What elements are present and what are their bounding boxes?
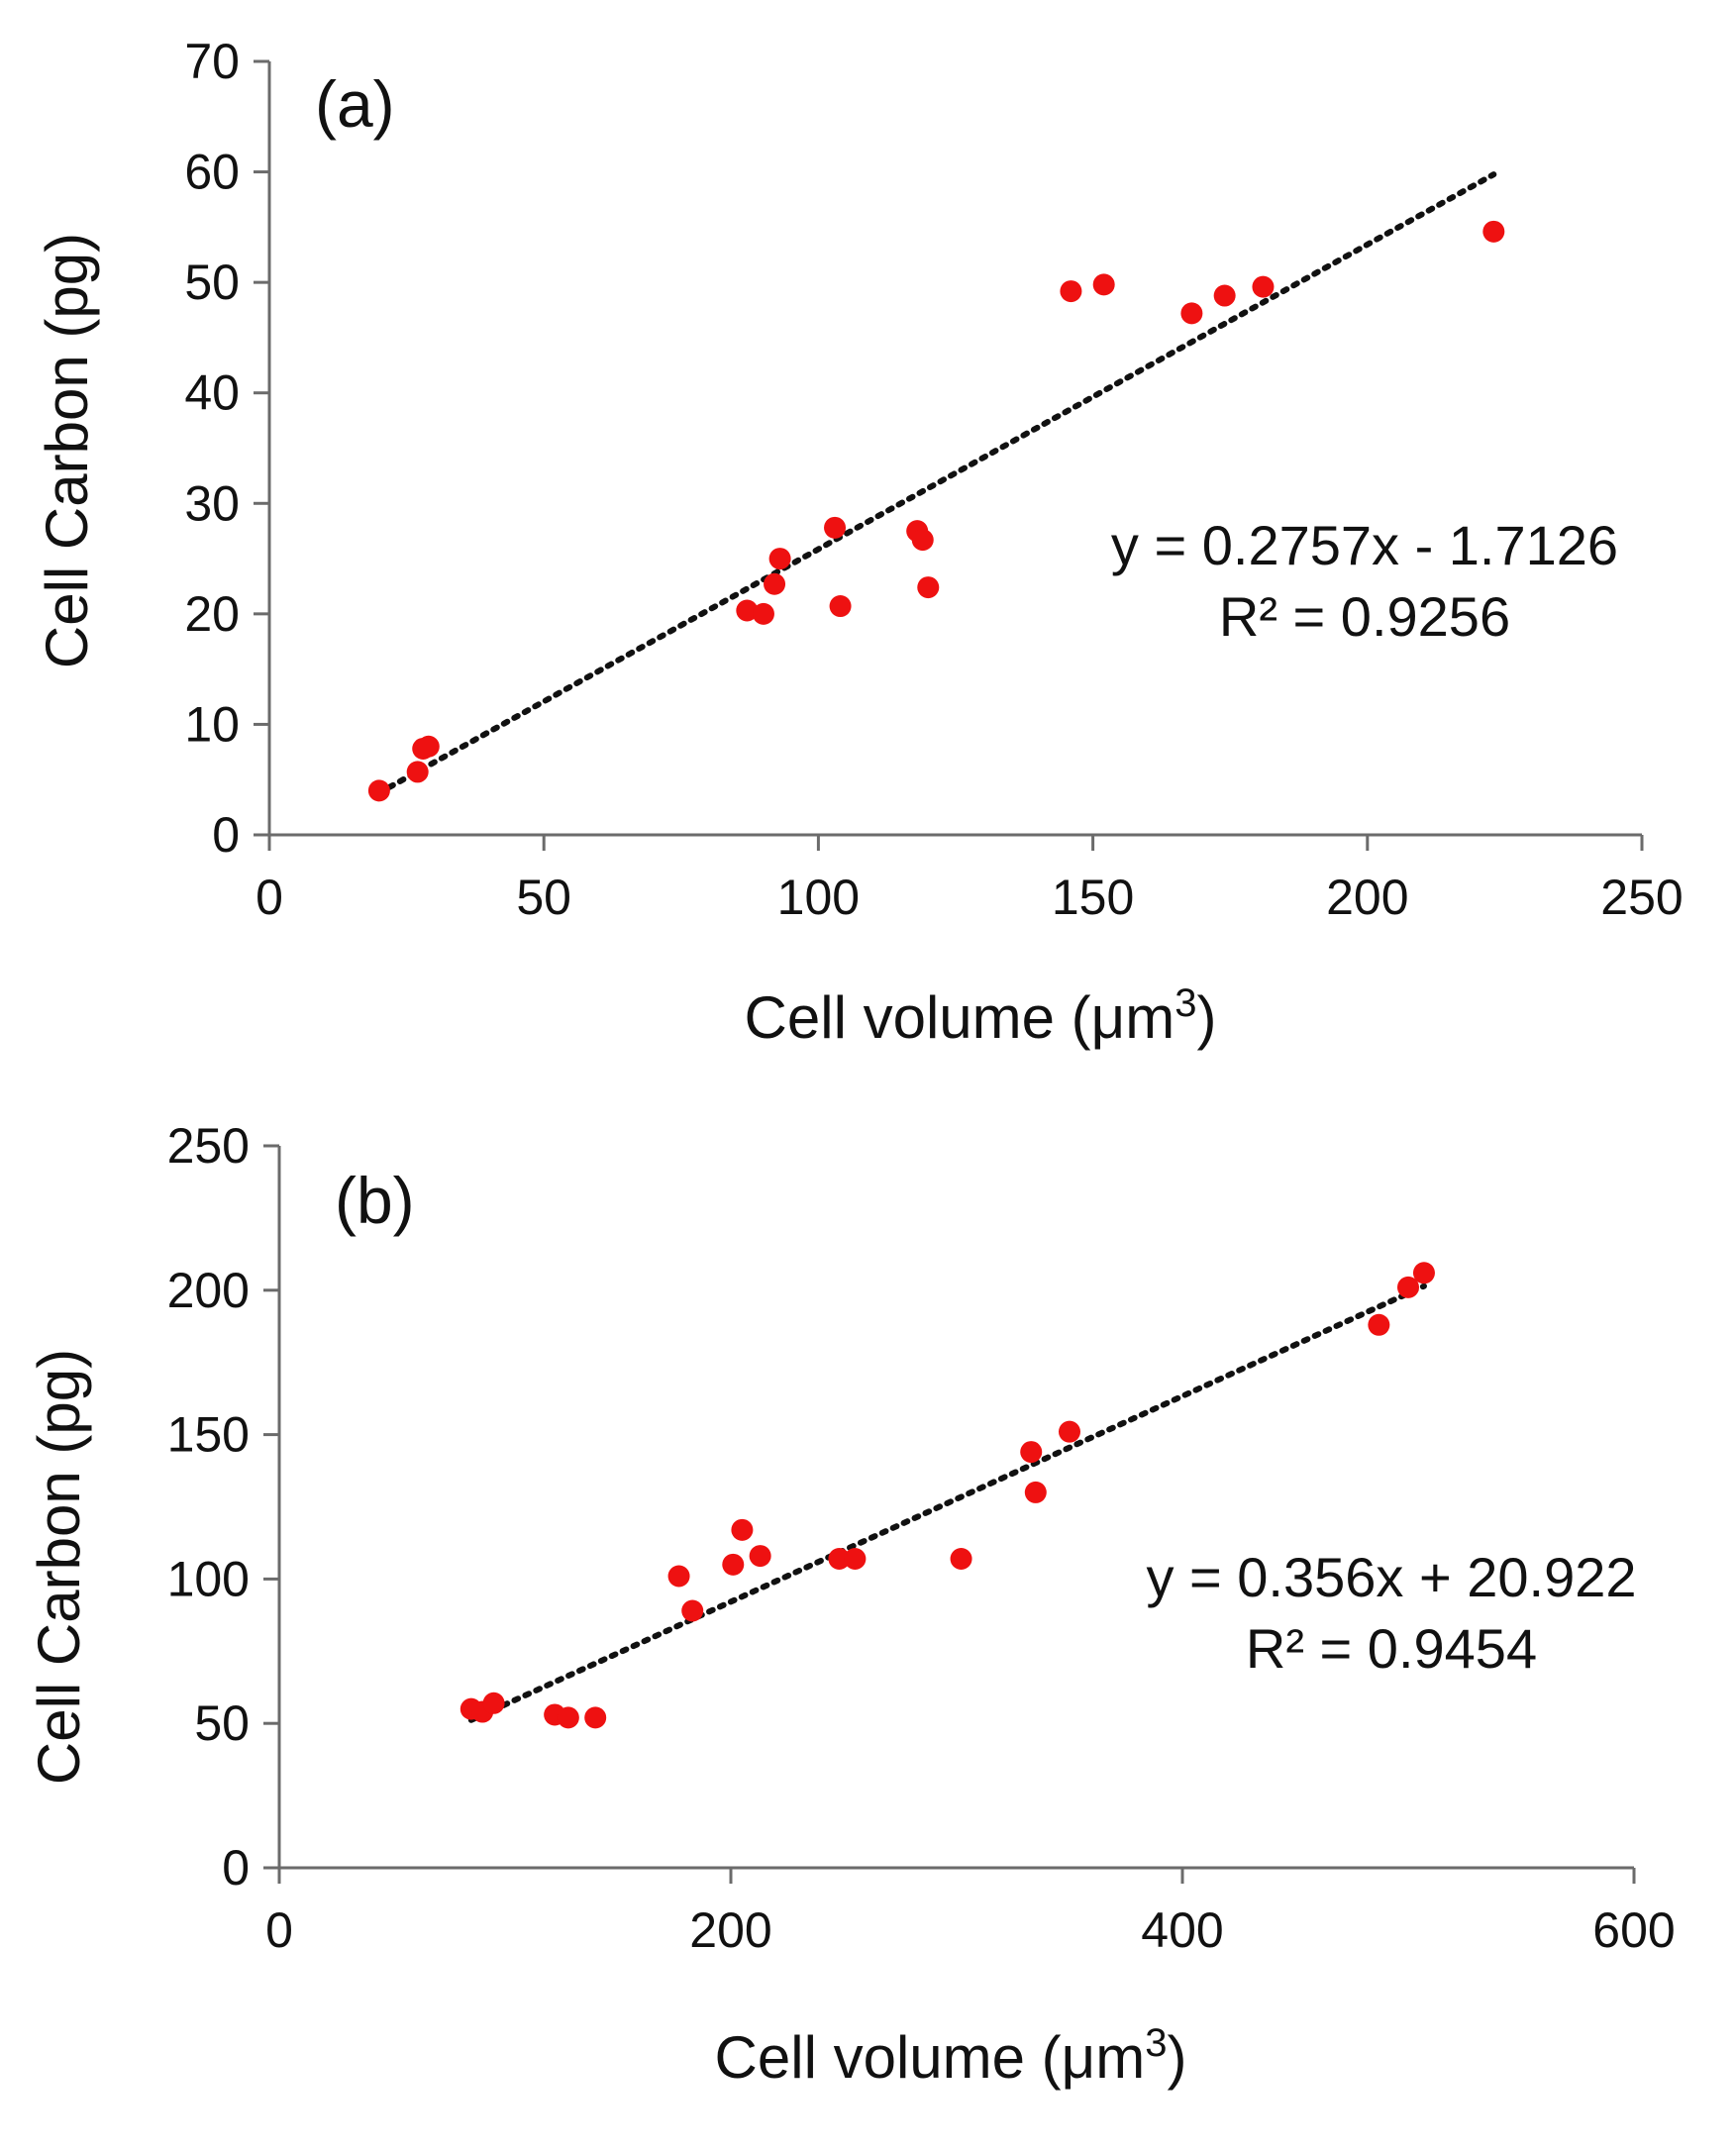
- chart-a-data-point: [829, 595, 852, 618]
- chart-a-x-tick-label: 150: [1052, 870, 1134, 925]
- chart-a-data-point: [1060, 280, 1082, 303]
- chart-a-x-tick-label: 100: [777, 870, 860, 925]
- chart-b-data-point: [950, 1547, 972, 1570]
- chart-a-y-axis-title: Cell Carbon (pg): [34, 233, 100, 668]
- chart-a-x-tick-label: 50: [516, 870, 571, 925]
- chart-a-data-point: [1180, 302, 1203, 325]
- chart-b: 0 50 100 150 200 250 0 200 400 600 (b) y = 0.356x…: [26, 1118, 1676, 2091]
- chart-a-y-tick-label: 30: [184, 475, 240, 531]
- chart-a-x-axis-title-tail: ): [1196, 984, 1216, 1051]
- chart-b-data-point: [667, 1565, 690, 1588]
- chart-b-data-point: [584, 1706, 607, 1729]
- chart-b-y-tick-label: 50: [194, 1695, 250, 1751]
- chart-b-data-point: [681, 1599, 704, 1622]
- chart-b-x-tick-label: 600: [1592, 1902, 1675, 1958]
- chart-a-x-axis-title: Cell volume (μm3): [745, 981, 1217, 1051]
- chart-a-data-point: [1213, 284, 1236, 307]
- chart-a-x-tick-label: 250: [1600, 870, 1683, 925]
- chart-a-data-point: [768, 548, 791, 570]
- chart-a-data-point: [917, 576, 940, 599]
- chart-b-y-tick-label: 200: [167, 1263, 250, 1318]
- chart-a-y-tick-label: 10: [184, 696, 240, 752]
- chart-b-y-tick-label: 100: [167, 1551, 250, 1606]
- chart-b-y-axis-title: Cell Carbon (pg): [26, 1349, 92, 1785]
- chart-b-trendline: [467, 1282, 1427, 1723]
- chart-a-panel-label: (a): [315, 67, 395, 141]
- chart-b-data-point: [1059, 1420, 1080, 1443]
- chart-a-y-tick-label: 40: [184, 365, 240, 421]
- chart-b-x-axis-title-tail: ): [1167, 2024, 1186, 2091]
- chart-b-data-point: [1024, 1481, 1047, 1503]
- chart-a-data-point: [1482, 220, 1505, 243]
- chart-a-data-point: [752, 602, 774, 625]
- chart-b-panel-label: (b): [335, 1164, 415, 1237]
- chart-b-data-point: [1020, 1441, 1043, 1464]
- chart-b-data-point: [844, 1547, 867, 1570]
- chart-b-y-tick-label: 250: [167, 1118, 250, 1174]
- chart-b-x-tick-label: 0: [265, 1902, 293, 1958]
- chart-b-r-squared: R² = 0.9454: [1246, 1617, 1537, 1680]
- chart-a-x-tick-label: 0: [255, 870, 283, 925]
- chart-a: 0 10 20 30 40 50 60 70 0 50 100 150 200 250 (a) y = 0…: [34, 34, 1684, 1051]
- chart-a-data-point: [1252, 275, 1275, 298]
- chart-b-data-point: [482, 1692, 505, 1714]
- chart-a-y-tick-label: 0: [212, 807, 240, 863]
- chart-a-data-point: [367, 779, 390, 802]
- chart-a-equation: y = 0.2757x - 1.7126: [1111, 514, 1618, 576]
- chart-b-x-axis-title-sup: 3: [1145, 2021, 1167, 2065]
- chart-a-y-tick-label: 70: [184, 34, 240, 89]
- chart-b-data-point: [749, 1545, 771, 1568]
- chart-a-y-tick-label: 50: [184, 255, 240, 310]
- chart-a-x-axis-title-sup: 3: [1174, 981, 1196, 1025]
- chart-b-x-tick-label: 200: [689, 1902, 771, 1958]
- chart-a-x-tick-label: 200: [1326, 870, 1408, 925]
- chart-b-data-point: [557, 1706, 579, 1729]
- chart-b-y-tick-label: 150: [167, 1407, 250, 1463]
- chart-b-x-tick-label: 400: [1141, 1902, 1223, 1958]
- chart-a-trendline-group: [375, 171, 1497, 796]
- chart-a-points: [367, 220, 1505, 802]
- chart-b-data-point: [731, 1518, 754, 1541]
- chart-b-data-point: [1397, 1276, 1419, 1298]
- chart-a-data-point: [824, 516, 847, 539]
- chart-b-x-axis-title: Cell volume (μm3): [715, 2021, 1187, 2091]
- chart-a-y-tick-label: 60: [184, 145, 240, 200]
- chart-b-x-axis-title-main: Cell volume (μm: [715, 2024, 1146, 2091]
- chart-b-points: [460, 1262, 1435, 1729]
- chart-a-data-point: [736, 599, 759, 622]
- chart-b-equation: y = 0.356x + 20.922: [1146, 1546, 1636, 1608]
- chart-b-data-point: [828, 1547, 851, 1570]
- chart-b-data-point: [1368, 1313, 1390, 1336]
- chart-a-data-point: [406, 761, 429, 783]
- chart-a-r-squared: R² = 0.9256: [1219, 585, 1510, 648]
- chart-a-axes: 0 10 20 30 40 50 60 70 0 50 100 150 200 250: [184, 34, 1683, 925]
- chart-a-y-tick-label: 20: [184, 586, 240, 642]
- chart-a-x-axis-title-main: Cell volume (μm: [745, 984, 1175, 1051]
- chart-a-data-point: [911, 529, 934, 552]
- chart-b-trendline-group: [467, 1282, 1427, 1723]
- chart-b-data-point: [722, 1553, 745, 1576]
- chart-a-data-point: [764, 572, 786, 595]
- chart-b-data-point: [1412, 1262, 1435, 1284]
- chart-a-data-point: [417, 735, 440, 758]
- chart-a-data-point: [1092, 273, 1115, 296]
- chart-b-y-tick-label: 0: [222, 1840, 250, 1896]
- chart-b-axes: 0 50 100 150 200 250 0 200 400 600: [167, 1118, 1676, 1958]
- chart-a-trendline: [375, 171, 1497, 796]
